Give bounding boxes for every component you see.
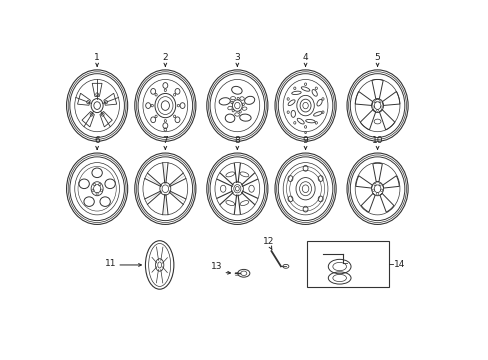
Text: 12: 12 [262,237,274,246]
Text: 6: 6 [94,136,100,145]
Text: 1: 1 [94,53,100,62]
Text: 3: 3 [234,53,240,62]
Text: 13: 13 [210,262,222,271]
Text: 5: 5 [374,53,380,62]
Bar [307,242,388,287]
Text: 8: 8 [234,136,240,145]
Text: 2: 2 [162,53,168,62]
Text: 10: 10 [371,136,383,145]
Text: 4: 4 [302,53,308,62]
Text: 9: 9 [302,136,308,145]
Text: 7: 7 [162,136,168,145]
Text: 11: 11 [104,259,116,268]
Text: 14: 14 [393,260,404,269]
